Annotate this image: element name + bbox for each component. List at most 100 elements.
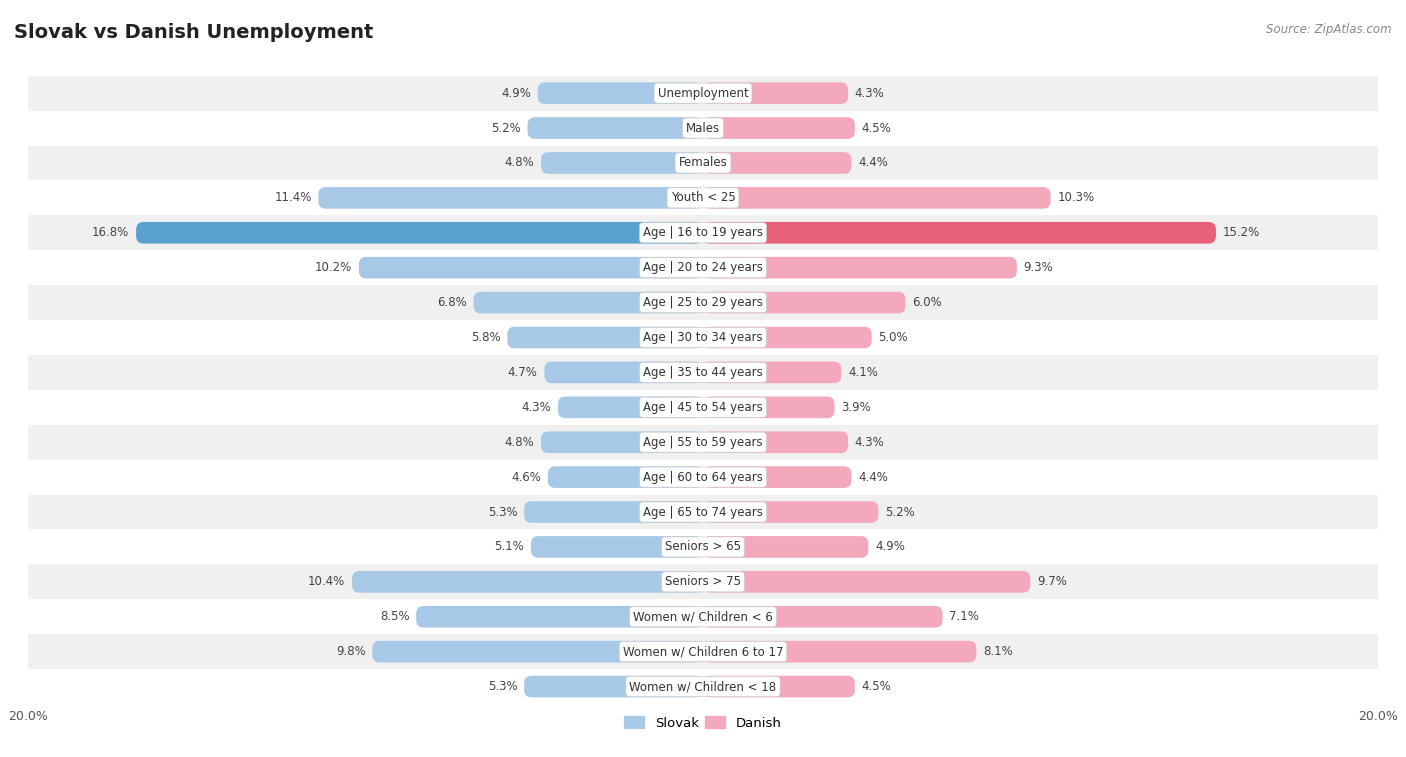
Bar — [28, 565, 1378, 600]
FancyBboxPatch shape — [703, 466, 852, 488]
Text: 6.8%: 6.8% — [437, 296, 467, 309]
FancyBboxPatch shape — [541, 431, 703, 453]
Text: Youth < 25: Youth < 25 — [671, 192, 735, 204]
Text: 5.0%: 5.0% — [879, 331, 908, 344]
FancyBboxPatch shape — [531, 536, 703, 558]
Text: Seniors > 75: Seniors > 75 — [665, 575, 741, 588]
Text: 10.3%: 10.3% — [1057, 192, 1094, 204]
Bar — [28, 180, 1378, 215]
Text: 6.0%: 6.0% — [912, 296, 942, 309]
Text: 5.8%: 5.8% — [471, 331, 501, 344]
Text: 4.8%: 4.8% — [505, 436, 534, 449]
Text: 4.1%: 4.1% — [848, 366, 877, 379]
FancyBboxPatch shape — [703, 676, 855, 697]
FancyBboxPatch shape — [416, 606, 703, 628]
Text: 10.4%: 10.4% — [308, 575, 346, 588]
FancyBboxPatch shape — [703, 536, 869, 558]
Text: Age | 60 to 64 years: Age | 60 to 64 years — [643, 471, 763, 484]
Text: 5.2%: 5.2% — [886, 506, 915, 519]
Text: 4.3%: 4.3% — [855, 436, 884, 449]
FancyBboxPatch shape — [703, 606, 942, 628]
Text: 4.5%: 4.5% — [862, 680, 891, 693]
FancyBboxPatch shape — [524, 676, 703, 697]
Text: Age | 55 to 59 years: Age | 55 to 59 years — [643, 436, 763, 449]
FancyBboxPatch shape — [703, 501, 879, 523]
Text: 5.1%: 5.1% — [495, 540, 524, 553]
Bar — [28, 111, 1378, 145]
FancyBboxPatch shape — [703, 222, 1216, 244]
FancyBboxPatch shape — [537, 83, 703, 104]
Bar — [28, 215, 1378, 251]
FancyBboxPatch shape — [558, 397, 703, 418]
Text: 4.7%: 4.7% — [508, 366, 537, 379]
Text: Age | 45 to 54 years: Age | 45 to 54 years — [643, 400, 763, 414]
FancyBboxPatch shape — [703, 362, 841, 383]
FancyBboxPatch shape — [703, 641, 976, 662]
Text: 4.4%: 4.4% — [858, 471, 889, 484]
Text: 5.3%: 5.3% — [488, 506, 517, 519]
Bar — [28, 459, 1378, 494]
Text: 9.3%: 9.3% — [1024, 261, 1053, 274]
Bar — [28, 494, 1378, 529]
Text: 7.1%: 7.1% — [949, 610, 979, 623]
FancyBboxPatch shape — [703, 152, 852, 174]
Bar — [28, 145, 1378, 180]
Text: 9.7%: 9.7% — [1038, 575, 1067, 588]
Bar — [28, 76, 1378, 111]
Text: 16.8%: 16.8% — [93, 226, 129, 239]
Text: Age | 30 to 34 years: Age | 30 to 34 years — [643, 331, 763, 344]
Bar — [28, 355, 1378, 390]
Text: 5.3%: 5.3% — [488, 680, 517, 693]
Text: 15.2%: 15.2% — [1223, 226, 1260, 239]
Text: 4.9%: 4.9% — [501, 86, 531, 100]
Text: 4.8%: 4.8% — [505, 157, 534, 170]
Bar — [28, 390, 1378, 425]
FancyBboxPatch shape — [703, 397, 835, 418]
FancyBboxPatch shape — [508, 327, 703, 348]
Text: 4.3%: 4.3% — [522, 400, 551, 414]
Bar — [28, 320, 1378, 355]
Text: 8.1%: 8.1% — [983, 645, 1012, 658]
Text: Slovak vs Danish Unemployment: Slovak vs Danish Unemployment — [14, 23, 374, 42]
FancyBboxPatch shape — [541, 152, 703, 174]
Text: 10.2%: 10.2% — [315, 261, 352, 274]
Text: Women w/ Children < 6: Women w/ Children < 6 — [633, 610, 773, 623]
FancyBboxPatch shape — [703, 291, 905, 313]
Text: Age | 16 to 19 years: Age | 16 to 19 years — [643, 226, 763, 239]
Text: Females: Females — [679, 157, 727, 170]
Text: 11.4%: 11.4% — [274, 192, 312, 204]
Text: 4.5%: 4.5% — [862, 122, 891, 135]
Bar — [28, 529, 1378, 565]
Legend: Slovak, Danish: Slovak, Danish — [619, 711, 787, 735]
FancyBboxPatch shape — [703, 187, 1050, 209]
FancyBboxPatch shape — [703, 327, 872, 348]
Text: 4.6%: 4.6% — [512, 471, 541, 484]
FancyBboxPatch shape — [527, 117, 703, 139]
Text: Age | 35 to 44 years: Age | 35 to 44 years — [643, 366, 763, 379]
FancyBboxPatch shape — [544, 362, 703, 383]
Text: Women w/ Children < 18: Women w/ Children < 18 — [630, 680, 776, 693]
Text: Source: ZipAtlas.com: Source: ZipAtlas.com — [1267, 23, 1392, 36]
FancyBboxPatch shape — [703, 571, 1031, 593]
Text: 5.2%: 5.2% — [491, 122, 520, 135]
Bar — [28, 425, 1378, 459]
FancyBboxPatch shape — [703, 257, 1017, 279]
Text: 9.8%: 9.8% — [336, 645, 366, 658]
FancyBboxPatch shape — [318, 187, 703, 209]
FancyBboxPatch shape — [352, 571, 703, 593]
Text: 3.9%: 3.9% — [841, 400, 872, 414]
Text: Males: Males — [686, 122, 720, 135]
FancyBboxPatch shape — [359, 257, 703, 279]
Text: Age | 20 to 24 years: Age | 20 to 24 years — [643, 261, 763, 274]
Bar — [28, 669, 1378, 704]
FancyBboxPatch shape — [474, 291, 703, 313]
FancyBboxPatch shape — [703, 83, 848, 104]
FancyBboxPatch shape — [703, 431, 848, 453]
FancyBboxPatch shape — [548, 466, 703, 488]
Text: Age | 25 to 29 years: Age | 25 to 29 years — [643, 296, 763, 309]
Bar — [28, 251, 1378, 285]
FancyBboxPatch shape — [136, 222, 703, 244]
Text: 4.4%: 4.4% — [858, 157, 889, 170]
Text: 4.9%: 4.9% — [875, 540, 905, 553]
Text: Women w/ Children 6 to 17: Women w/ Children 6 to 17 — [623, 645, 783, 658]
